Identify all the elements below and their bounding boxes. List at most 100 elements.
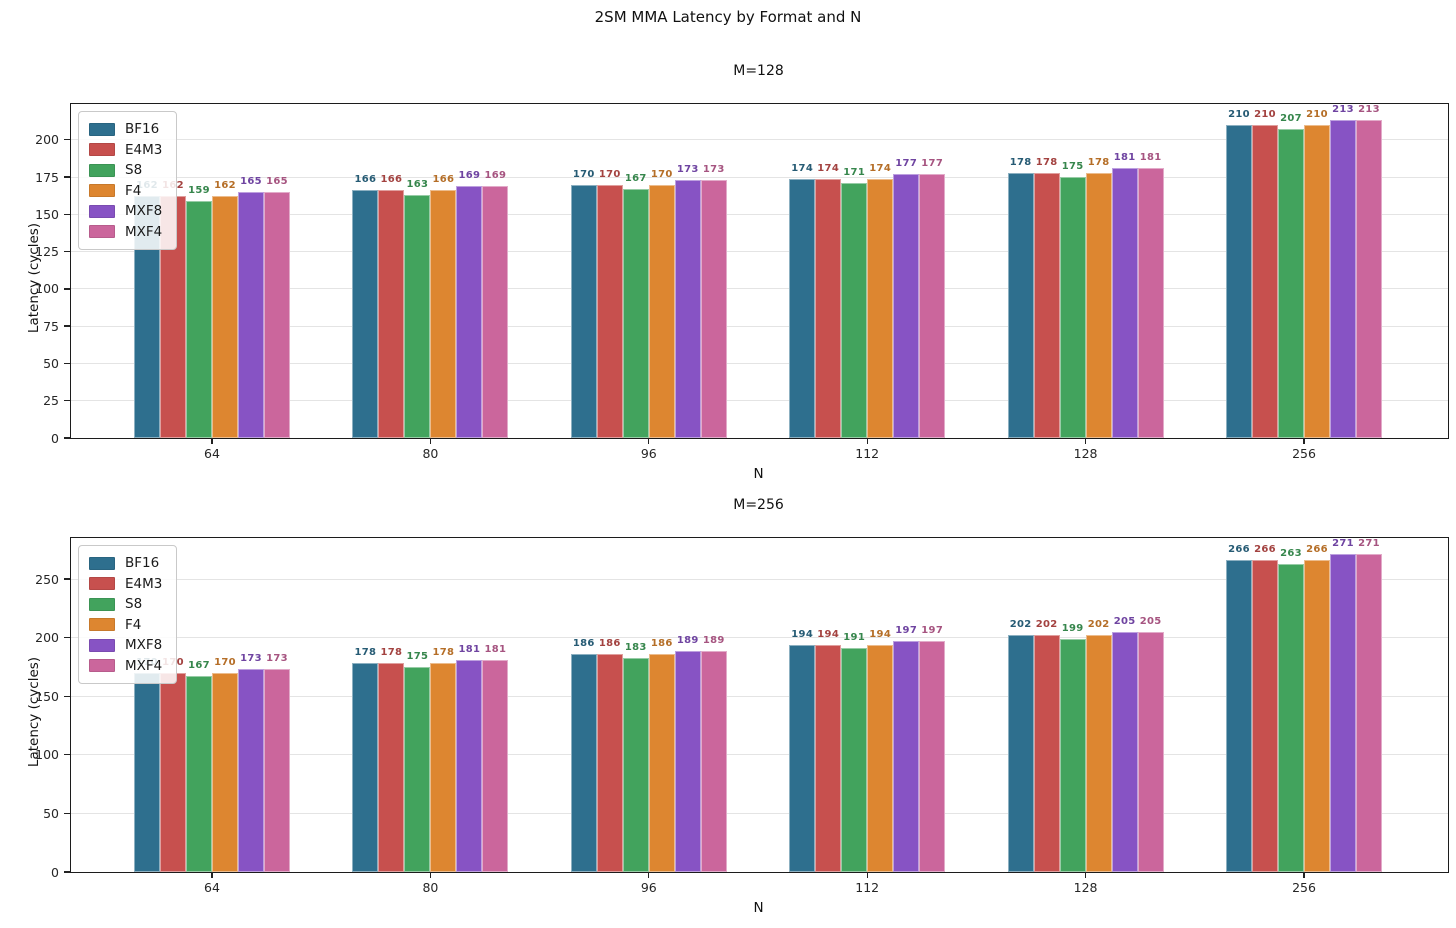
bar-value-label: 213 (1358, 104, 1380, 116)
y-tick-label: 100 (35, 747, 59, 763)
bar-mxf8-n128 (1111, 168, 1138, 438)
bar-value-label: 166 (380, 174, 403, 186)
bar-value-label: 167 (188, 660, 210, 672)
y-tick-mark (63, 578, 70, 580)
bar-e4m3-n256 (1252, 124, 1278, 438)
gridline (71, 213, 1448, 215)
bar-value-label: 174 (817, 162, 840, 174)
x-tick-mark (648, 872, 650, 878)
legend-item-bf16: BF16 (89, 119, 162, 140)
bar-value-label: 173 (676, 164, 699, 176)
bar-value-label: 165 (240, 175, 262, 187)
subplot-title-m256: M=256 (733, 497, 784, 513)
legend-label: E4M3 (125, 141, 163, 158)
y-tick-label: 50 (43, 355, 59, 371)
bar-s8-n64 (186, 676, 212, 872)
gridline (71, 754, 1448, 756)
x-axis-label-m128: N (753, 466, 764, 482)
bar-e4m3-n80 (378, 663, 405, 872)
legend-label: BF16 (125, 121, 160, 138)
bar-mxf8-n112 (893, 641, 920, 872)
bar-f4-n256 (1304, 560, 1330, 872)
legend-swatch-e4m3 (89, 577, 115, 591)
gridline (71, 812, 1448, 814)
x-tick-label: 96 (640, 880, 657, 895)
x-tick-mark (429, 438, 432, 444)
bar-value-label: 194 (791, 628, 814, 640)
y-tick-mark (63, 695, 70, 697)
bar-value-label: 186 (598, 638, 621, 650)
bar-mxf4-n112 (919, 174, 946, 438)
bar-s8-n112 (841, 648, 868, 872)
bar-f4-n256 (1304, 124, 1330, 438)
legend-swatch-mxf4 (89, 225, 115, 239)
bar-value-label: 183 (624, 641, 647, 653)
bar-mxf8-n64 (238, 191, 264, 438)
bar-f4-n80 (430, 190, 457, 438)
bar-value-label: 189 (676, 634, 699, 646)
legend-item-s8: S8 (89, 160, 162, 181)
bar-value-label: 166 (432, 174, 455, 186)
bar-mxf8-n96 (674, 650, 701, 872)
legend-swatch-s8 (89, 597, 115, 611)
bar-value-label: 197 (895, 625, 918, 637)
y-tick-label: 25 (43, 393, 59, 409)
gridline (71, 695, 1448, 697)
y-tick-label: 150 (35, 688, 59, 704)
bar-value-label: 202 (1087, 619, 1110, 631)
bar-bf16-n80 (352, 663, 379, 872)
bar-mxf8-n256 (1330, 554, 1356, 872)
gridline (71, 139, 1448, 141)
x-tick-label: 128 (1073, 880, 1098, 895)
legend-label: BF16 (125, 555, 160, 572)
bar-value-label: 202 (1009, 619, 1032, 631)
subplot-title-m128: M=128 (733, 63, 784, 79)
bar-value-label: 202 (1035, 619, 1058, 631)
x-tick-mark (429, 872, 432, 878)
bar-value-label: 181 (1113, 152, 1136, 164)
x-tick-mark (1303, 872, 1305, 878)
bar-bf16-n112 (789, 178, 816, 438)
y-tick-mark (63, 812, 70, 815)
y-tick-label: 0 (51, 864, 59, 880)
bar-value-label: 170 (598, 168, 621, 180)
bar-value-label: 266 (1306, 544, 1328, 556)
bar-value-label: 197 (921, 625, 944, 637)
bar-bf16-n96 (570, 184, 597, 438)
legend-label: S8 (125, 162, 143, 179)
bar-e4m3-n256 (1252, 560, 1278, 872)
bar-bf16-n256 (1226, 124, 1252, 438)
bar-value-label: 163 (406, 178, 429, 190)
bar-e4m3-n96 (596, 654, 623, 872)
gridline (71, 251, 1448, 253)
bar-value-label: 205 (1139, 615, 1162, 627)
bar-value-label: 271 (1332, 538, 1354, 550)
legend-label: MXF8 (125, 203, 163, 220)
bar-value-label: 169 (484, 170, 507, 181)
bar-f4-n128 (1085, 172, 1112, 438)
y-tick-mark (63, 213, 70, 216)
bar-e4m3-n112 (815, 644, 842, 872)
y-tick-mark (63, 325, 70, 327)
bar-value-label: 210 (1254, 108, 1276, 120)
x-tick-label: 64 (204, 446, 220, 461)
bar-mxf8-n80 (456, 186, 483, 438)
legend-item-mxf8: MXF8 (89, 635, 162, 656)
bar-value-label: 178 (1009, 156, 1032, 168)
bar-value-label: 173 (266, 653, 288, 665)
legend-item-bf16: BF16 (89, 553, 162, 574)
bar-mxf8-n112 (893, 174, 920, 438)
gridline (71, 637, 1448, 639)
legend-swatch-mxf8 (89, 638, 115, 652)
bar-value-label: 266 (1228, 544, 1250, 556)
legend-swatch-f4 (89, 184, 115, 198)
bar-value-label: 159 (188, 184, 210, 196)
bar-bf16-n128 (1007, 635, 1034, 872)
gridline (71, 176, 1448, 178)
x-tick-label: 128 (1073, 446, 1098, 461)
bar-e4m3-n128 (1033, 635, 1060, 872)
bar-value-label: 178 (1087, 156, 1110, 168)
bar-mxf4-n80 (482, 659, 509, 872)
x-axis-label-m256: N (753, 900, 764, 916)
bar-bf16-n64 (134, 672, 160, 872)
